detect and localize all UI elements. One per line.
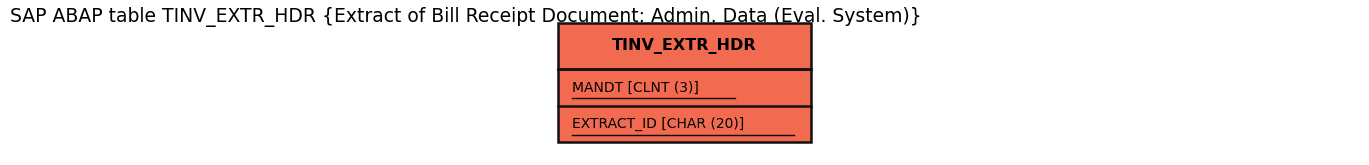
Text: TINV_EXTR_HDR: TINV_EXTR_HDR (612, 38, 757, 54)
Text: EXTRACT_ID [CHAR (20)]: EXTRACT_ID [CHAR (20)] (572, 117, 743, 131)
Text: MANDT [CLNT (3)]: MANDT [CLNT (3)] (572, 81, 698, 94)
FancyBboxPatch shape (559, 23, 810, 142)
Text: SAP ABAP table TINV_EXTR_HDR {Extract of Bill Receipt Document: Admin. Data (Eva: SAP ABAP table TINV_EXTR_HDR {Extract of… (10, 7, 921, 27)
